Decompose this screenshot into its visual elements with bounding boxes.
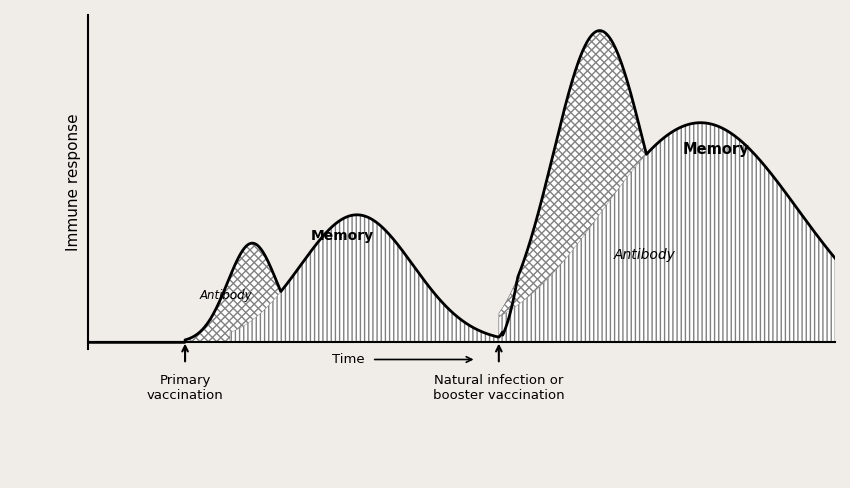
Text: Memory: Memory [310,229,373,244]
Text: Memory: Memory [683,142,749,157]
Text: Natural infection or
booster vaccination: Natural infection or booster vaccination [433,373,564,402]
Text: Primary
vaccination: Primary vaccination [147,373,224,402]
Text: Antibody: Antibody [200,289,252,302]
Text: Time: Time [332,353,365,366]
Text: Antibody: Antibody [614,248,676,262]
Y-axis label: Immune response: Immune response [66,113,81,251]
